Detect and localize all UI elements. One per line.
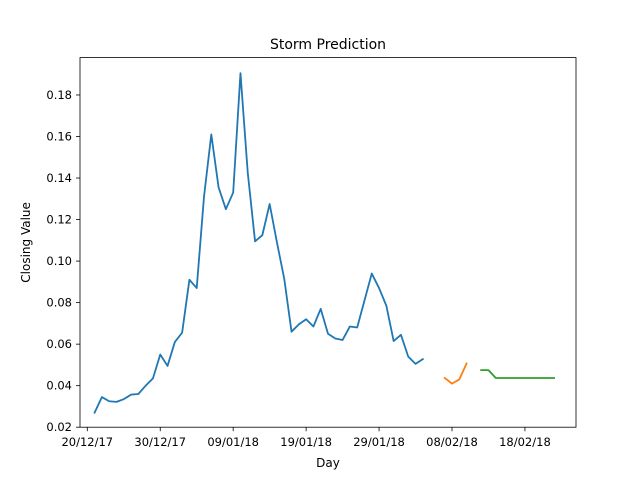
x-tick-label: 18/02/18 [499, 435, 551, 449]
y-axis-label: Closing Value [19, 202, 33, 283]
y-axis: 0.02 0.04 0.06 0.08 0.10 0.12 0.14 0.16 0.18 [46, 88, 80, 434]
plot-frame [79, 57, 577, 428]
y-tick-label: 0.06 [46, 337, 72, 351]
y-tick-label: 0.14 [46, 171, 72, 185]
series-line-3 [480, 369, 556, 379]
x-tick-label: 09/01/18 [207, 435, 259, 449]
y-tick-label: 0.04 [46, 379, 72, 393]
x-axis-label: Day [316, 456, 340, 470]
y-tick-label: 0.10 [46, 254, 72, 268]
x-tick-label: 08/02/18 [426, 435, 478, 449]
x-tick-label: 29/01/18 [353, 435, 405, 449]
x-tick-label: 20/12/17 [61, 435, 113, 449]
y-tick-label: 0.02 [46, 420, 72, 434]
y-tick-label: 0.12 [46, 213, 72, 227]
y-tick-label: 0.08 [46, 296, 72, 310]
series-line-2 [443, 362, 468, 385]
series-line-1 [93, 72, 425, 414]
y-tick-label: 0.16 [46, 130, 72, 144]
x-axis: 20/12/17 30/12/17 09/01/18 19/01/18 29/01/18… [61, 427, 551, 449]
x-tick-label: 30/12/17 [134, 435, 186, 449]
chart-title: Storm Prediction [270, 37, 386, 53]
plot-series-group [93, 72, 556, 414]
x-tick-label: 19/01/18 [280, 435, 332, 449]
y-tick-label: 0.18 [46, 88, 72, 102]
